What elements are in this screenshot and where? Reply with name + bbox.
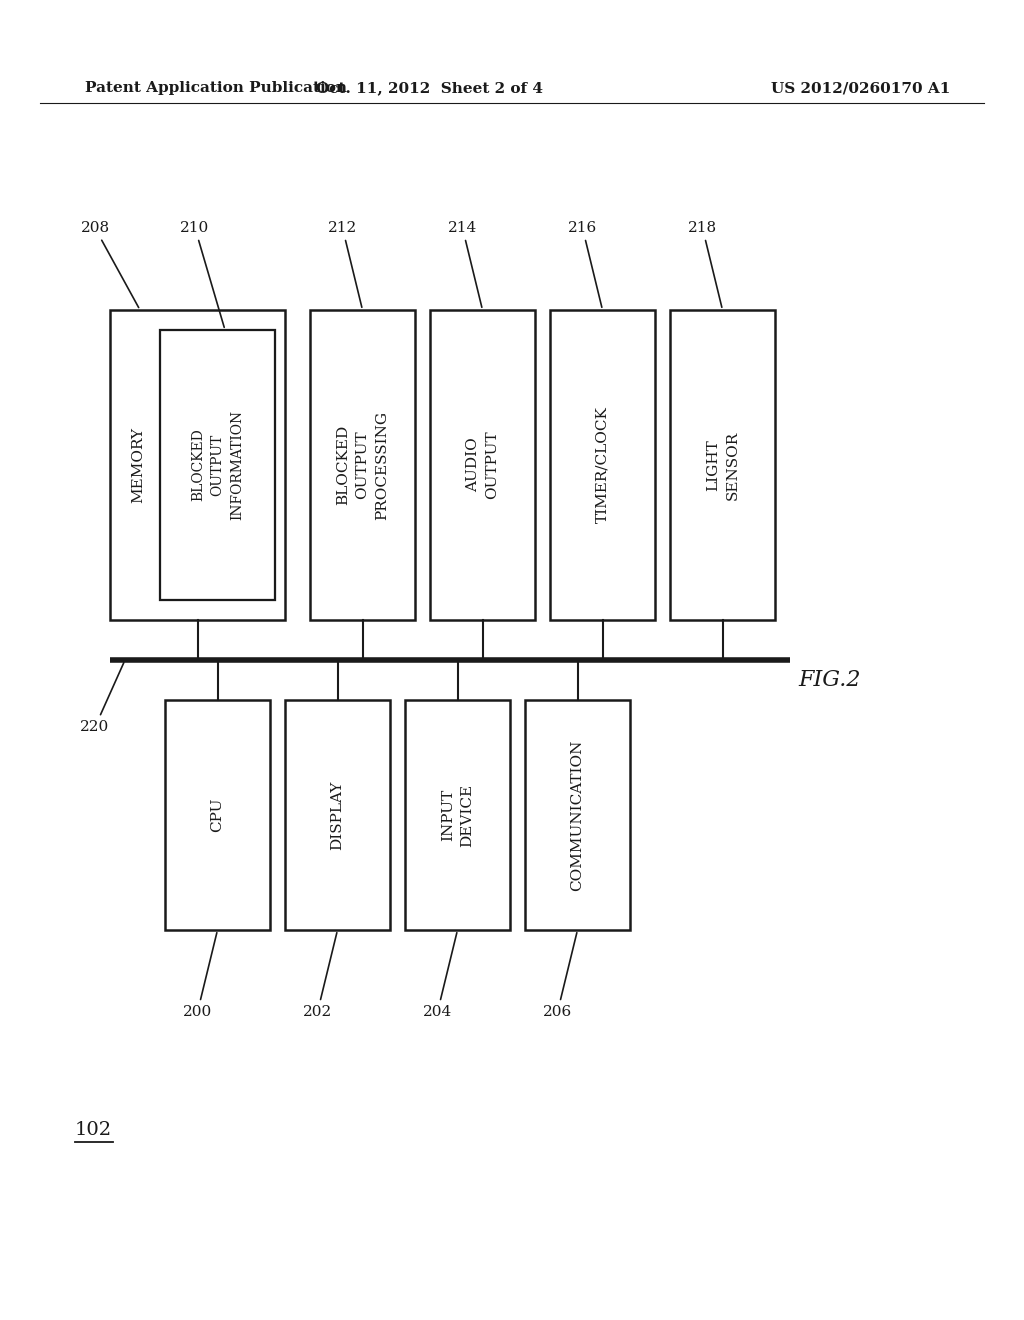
Text: TIMER/CLOCK: TIMER/CLOCK (596, 407, 609, 524)
Bar (430, 310, 535, 620)
Bar (160, 330, 275, 601)
Text: FIG.2: FIG.2 (799, 669, 861, 690)
Text: 206: 206 (543, 933, 577, 1019)
Text: 208: 208 (81, 220, 138, 308)
Text: CPU: CPU (211, 797, 224, 832)
Text: 218: 218 (688, 220, 722, 308)
Text: 200: 200 (183, 933, 217, 1019)
Text: 212: 212 (328, 220, 361, 308)
Bar (285, 700, 390, 931)
Text: US 2012/0260170 A1: US 2012/0260170 A1 (771, 81, 950, 95)
Text: INPUT
DEVICE: INPUT DEVICE (440, 784, 474, 846)
Text: MEMORY: MEMORY (131, 426, 145, 503)
Text: LIGHT
SENSOR: LIGHT SENSOR (706, 430, 739, 500)
Text: 214: 214 (447, 220, 482, 308)
Text: 202: 202 (303, 933, 337, 1019)
Bar (165, 700, 270, 931)
Text: 220: 220 (80, 663, 124, 734)
Text: Oct. 11, 2012  Sheet 2 of 4: Oct. 11, 2012 Sheet 2 of 4 (316, 81, 544, 95)
Text: 216: 216 (568, 220, 602, 308)
Text: COMMUNICATION: COMMUNICATION (570, 739, 585, 891)
Text: 204: 204 (423, 933, 457, 1019)
Bar (406, 700, 510, 931)
Text: BLOCKED
OUTPUT
INFORMATION: BLOCKED OUTPUT INFORMATION (191, 411, 244, 520)
Text: AUDIO
OUTPUT: AUDIO OUTPUT (466, 430, 500, 499)
Bar (525, 700, 630, 931)
Bar (550, 310, 655, 620)
Text: 210: 210 (180, 220, 224, 327)
Bar (110, 310, 285, 620)
Bar (310, 310, 415, 620)
Text: DISPLAY: DISPLAY (331, 780, 344, 850)
Text: BLOCKED
OUTPUT
PROCESSING: BLOCKED OUTPUT PROCESSING (336, 411, 389, 520)
Bar (670, 310, 775, 620)
Text: 102: 102 (75, 1121, 112, 1139)
Text: Patent Application Publication: Patent Application Publication (85, 81, 347, 95)
